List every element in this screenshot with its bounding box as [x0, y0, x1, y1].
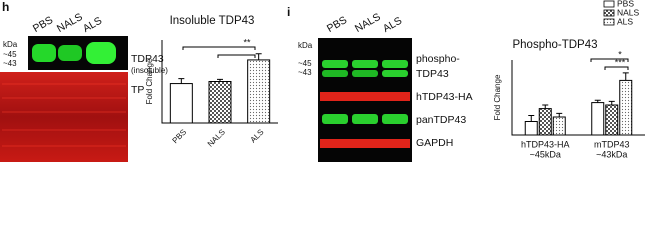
legend-swatch	[603, 9, 615, 17]
blot-label: GAPDH	[416, 137, 453, 149]
x-tick-sublabel: ~43kDa	[596, 149, 627, 159]
lane-label: PBS	[31, 14, 55, 35]
error-bar	[255, 53, 262, 60]
error-bar	[178, 78, 185, 84]
legend-label: ALS	[617, 16, 633, 26]
bar	[591, 102, 605, 136]
blot-label: TDP43	[131, 53, 164, 65]
marker-label: ~43	[3, 59, 17, 68]
legend-label: PBS	[617, 0, 634, 8]
blot-image	[0, 72, 128, 162]
significance-label: *	[618, 49, 622, 59]
blot-band	[32, 44, 56, 62]
marker-label: ~43	[298, 68, 312, 77]
x-tick-label: ALS	[249, 128, 266, 145]
bar	[169, 83, 193, 124]
significance-label: ***	[615, 57, 626, 67]
error-bar	[556, 112, 563, 117]
lane-label: PBS	[325, 14, 349, 35]
bar	[247, 59, 271, 124]
lane-label: NALS	[353, 11, 383, 35]
lane-label: ALS	[381, 15, 404, 35]
lane-label: ALS	[81, 15, 104, 35]
lane-label: NALS	[55, 11, 85, 35]
bar	[552, 116, 566, 136]
kda-label: kDa	[3, 40, 18, 49]
legend-swatch	[603, 18, 615, 26]
error-bar	[528, 115, 535, 122]
bar	[208, 81, 232, 124]
marker-label: ~45	[3, 50, 17, 59]
axis	[161, 40, 278, 124]
x-tick-label: PBS	[171, 128, 189, 146]
y-axis-label: Fold Change	[493, 74, 502, 120]
bar	[524, 121, 538, 136]
error-bar	[622, 72, 629, 81]
blot-label: hTDP43-HA	[416, 91, 473, 103]
panel-letter: h	[2, 0, 9, 14]
error-bar	[217, 78, 223, 82]
x-tick-label: NALS	[206, 128, 227, 149]
blot-label: TP	[131, 84, 144, 96]
panel-letter: i	[287, 5, 290, 19]
figure: h PBS NALS ALS kDa ~45 ~43 TDP43 (insolu…	[0, 0, 645, 162]
blot-label: TDP43	[416, 68, 449, 80]
significance-bracket	[182, 46, 629, 70]
significance-label: **	[243, 37, 251, 47]
error-bar	[594, 99, 601, 103]
x-tick-label: mTDP43	[594, 139, 630, 149]
bar	[619, 79, 633, 136]
bar	[538, 108, 552, 136]
kda-label: kDa	[298, 41, 313, 50]
marker-label: ~45	[298, 59, 312, 68]
x-tick-sublabel: ~45kDa	[530, 149, 561, 159]
y-axis-label: Fold Change	[145, 58, 154, 104]
bar	[605, 104, 619, 136]
legend-label: NALS	[617, 7, 640, 17]
error-bar	[608, 100, 615, 105]
blot-bands	[2, 83, 126, 147]
x-tick-label: hTDP43-HA	[521, 139, 570, 149]
blot-label: panTDP43	[416, 114, 466, 126]
chart-title: Phospho-TDP43	[512, 39, 597, 51]
blot-band	[58, 45, 82, 61]
blot-band	[86, 42, 116, 64]
error-bar	[542, 104, 549, 109]
blot-label: phospho-	[416, 53, 460, 65]
blot-label: (insoluble)	[131, 66, 168, 75]
chart-title: Insoluble TDP43	[170, 15, 255, 27]
blot-bands	[320, 60, 410, 148]
legend-swatch	[603, 0, 615, 8]
